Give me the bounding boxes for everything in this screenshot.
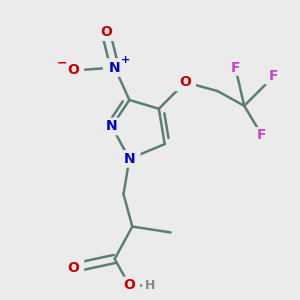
FancyBboxPatch shape [253, 127, 271, 143]
FancyBboxPatch shape [118, 150, 141, 168]
Text: O: O [68, 261, 80, 275]
FancyBboxPatch shape [100, 118, 123, 135]
FancyBboxPatch shape [175, 74, 196, 91]
Text: N: N [106, 119, 118, 134]
FancyBboxPatch shape [63, 259, 84, 277]
FancyBboxPatch shape [95, 23, 117, 41]
Text: O: O [100, 25, 112, 39]
FancyBboxPatch shape [265, 68, 283, 85]
Text: O: O [179, 75, 191, 89]
FancyBboxPatch shape [63, 62, 84, 79]
Text: N: N [124, 152, 135, 166]
FancyBboxPatch shape [103, 58, 126, 77]
FancyBboxPatch shape [118, 277, 140, 294]
FancyBboxPatch shape [226, 59, 244, 76]
Text: F: F [269, 69, 278, 83]
Text: +: + [121, 55, 130, 65]
Text: N: N [109, 61, 121, 75]
Text: H: H [145, 279, 155, 292]
FancyBboxPatch shape [142, 278, 158, 293]
Text: −: − [57, 56, 68, 69]
Text: F: F [231, 61, 240, 75]
Text: O: O [124, 278, 135, 292]
Text: F: F [257, 128, 267, 142]
Text: O: O [68, 64, 80, 77]
